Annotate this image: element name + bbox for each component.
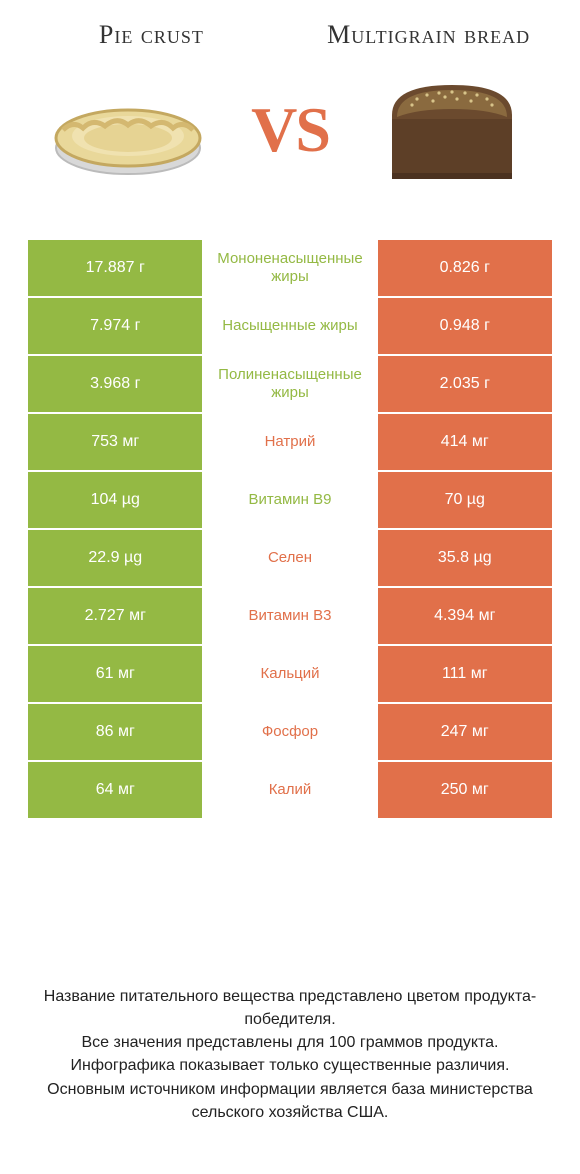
value-left: 2.727 мг — [28, 588, 202, 644]
value-left: 17.887 г — [28, 240, 202, 296]
value-right: 0.826 г — [378, 240, 552, 296]
header: Pie crust Multigrain bread — [28, 20, 552, 50]
table-row: 17.887 гМононенасыщенные жиры0.826 г — [28, 240, 552, 296]
value-left: 86 мг — [28, 704, 202, 760]
footer-line: Инфографика показывает только существенн… — [32, 1054, 548, 1077]
value-left: 104 µg — [28, 472, 202, 528]
footer-line: Основным источником информации является … — [32, 1078, 548, 1124]
value-left: 61 мг — [28, 646, 202, 702]
table-row: 22.9 µgСелен35.8 µg — [28, 530, 552, 586]
value-right: 70 µg — [378, 472, 552, 528]
value-left: 753 мг — [28, 414, 202, 470]
table-row: 61 мгКальций111 мг — [28, 646, 552, 702]
comparison-table: 17.887 гМононенасыщенные жиры0.826 г7.97… — [28, 240, 552, 820]
value-left: 64 мг — [28, 762, 202, 818]
nutrient-label: Полиненасыщенные жиры — [202, 356, 377, 412]
table-row: 104 µgВитамин B970 µg — [28, 472, 552, 528]
nutrient-label: Калий — [202, 762, 377, 818]
nutrient-label: Натрий — [202, 414, 377, 470]
value-left: 7.974 г — [28, 298, 202, 354]
value-right: 247 мг — [378, 704, 552, 760]
images-row: VS — [28, 60, 552, 200]
table-row: 2.727 мгВитамин B34.394 мг — [28, 588, 552, 644]
value-right: 0.948 г — [378, 298, 552, 354]
nutrient-label: Насыщенные жиры — [202, 298, 377, 354]
value-right: 111 мг — [378, 646, 552, 702]
table-row: 64 мгКалий250 мг — [28, 762, 552, 818]
table-row: 3.968 гПолиненасыщенные жиры2.035 г — [28, 356, 552, 412]
nutrient-label: Витамин B3 — [202, 588, 377, 644]
value-left: 22.9 µg — [28, 530, 202, 586]
nutrient-label: Селен — [202, 530, 377, 586]
table-row: 753 мгНатрий414 мг — [28, 414, 552, 470]
title-right: Multigrain bread — [315, 20, 542, 50]
pie-crust-icon — [38, 60, 218, 200]
value-right: 4.394 мг — [378, 588, 552, 644]
footer-line: Название питательного вещества представл… — [32, 985, 548, 1031]
value-right: 414 мг — [378, 414, 552, 470]
vs-label: VS — [251, 93, 329, 167]
bread-icon — [362, 60, 542, 200]
footer-line: Все значения представлены для 100 граммо… — [32, 1031, 548, 1054]
comparison-card: Pie crust Multigrain bread VS — [0, 0, 580, 1174]
nutrient-label: Кальций — [202, 646, 377, 702]
value-right: 250 мг — [378, 762, 552, 818]
footer-notes: Название питательного вещества представл… — [28, 985, 552, 1154]
title-left: Pie crust — [38, 20, 265, 50]
value-right: 35.8 µg — [378, 530, 552, 586]
nutrient-label: Витамин B9 — [202, 472, 377, 528]
value-right: 2.035 г — [378, 356, 552, 412]
value-left: 3.968 г — [28, 356, 202, 412]
table-row: 86 мгФосфор247 мг — [28, 704, 552, 760]
table-row: 7.974 гНасыщенные жиры0.948 г — [28, 298, 552, 354]
nutrient-label: Фосфор — [202, 704, 377, 760]
nutrient-label: Мононенасыщенные жиры — [202, 240, 377, 296]
